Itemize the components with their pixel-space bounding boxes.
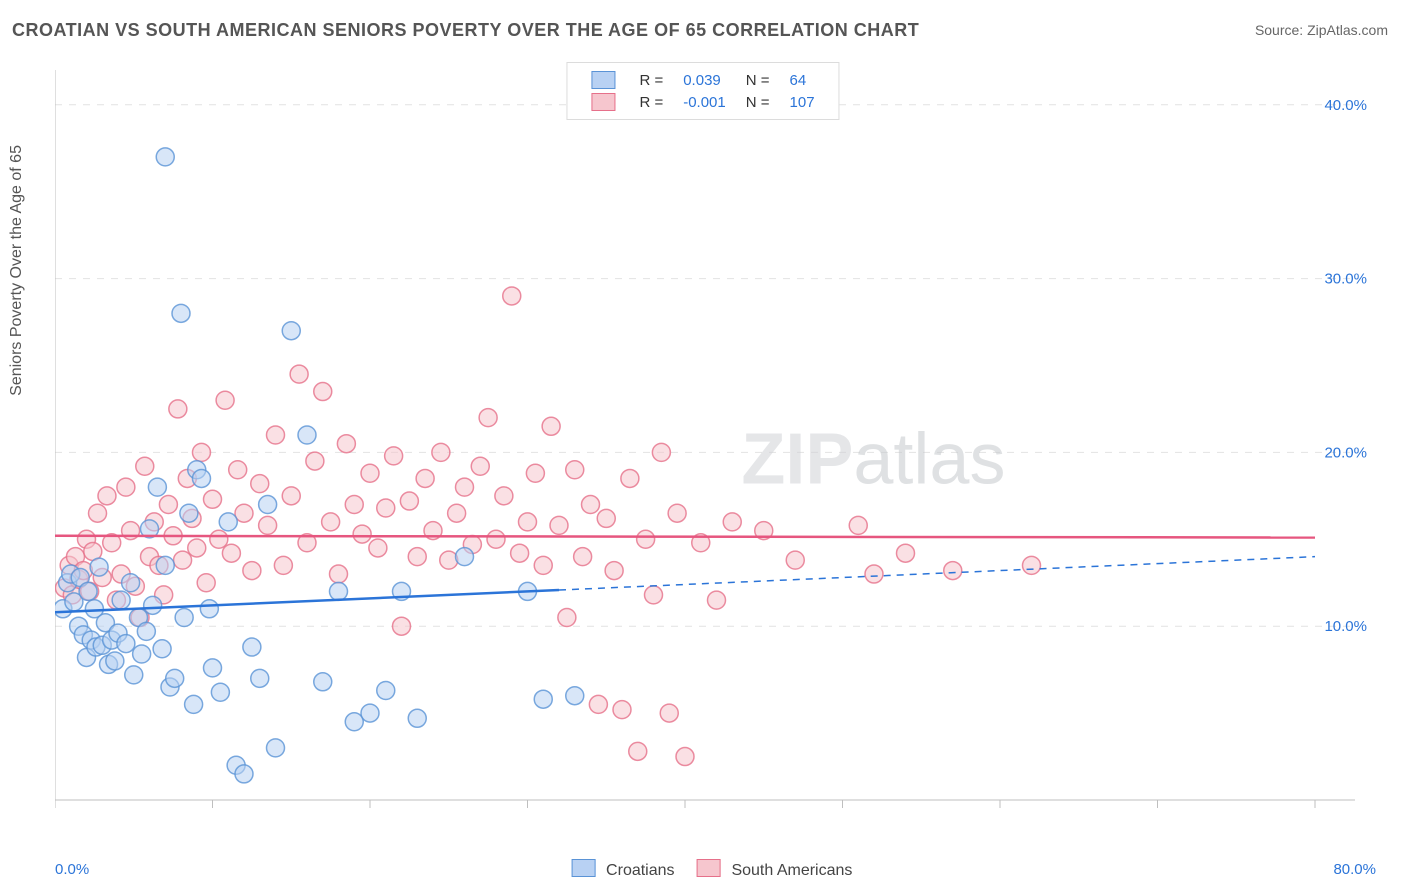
legend-correlation-box: R = 0.039 N = 64 R = -0.001 N = 107: [566, 62, 839, 120]
scatter-svg: 10.0% 20.0% 30.0% 40.0% ZIPatlas: [55, 60, 1375, 830]
x-axis-min-label: 0.0%: [55, 861, 89, 878]
swatch-croatians: [591, 71, 615, 89]
chart-container: { "title":"CROATIAN VS SOUTH AMERICAN SE…: [0, 0, 1406, 892]
r-value-south-americans: -0.001: [673, 91, 736, 113]
series-label-south-americans: South Americans: [731, 862, 852, 879]
r-value-croatians: 0.039: [673, 69, 736, 91]
series-label-croatians: Croatians: [606, 862, 674, 879]
n-value-croatians: 64: [780, 69, 825, 91]
r-label: R =: [639, 94, 663, 111]
svg-text:10.0%: 10.0%: [1324, 618, 1367, 635]
svg-text:40.0%: 40.0%: [1324, 97, 1367, 114]
r-label: R =: [639, 72, 663, 89]
chart-title: CROATIAN VS SOUTH AMERICAN SENIORS POVER…: [12, 20, 919, 41]
legend-row-south-americans: R = -0.001 N = 107: [581, 91, 824, 113]
svg-text:20.0%: 20.0%: [1324, 444, 1367, 461]
swatch-south-americans: [591, 93, 615, 111]
svg-text:30.0%: 30.0%: [1324, 271, 1367, 288]
source-name: ZipAtlas.com: [1307, 22, 1388, 38]
n-value-south-americans: 107: [780, 91, 825, 113]
swatch-south-americans-bottom: [697, 859, 721, 877]
n-label: N =: [746, 94, 770, 111]
source-label: Source:: [1255, 22, 1303, 38]
swatch-croatians-bottom: [572, 859, 596, 877]
y-axis-label: Seniors Poverty Over the Age of 65: [8, 145, 26, 396]
source-attribution: Source: ZipAtlas.com: [1255, 22, 1388, 38]
legend-row-croatians: R = 0.039 N = 64: [581, 69, 824, 91]
x-axis-max-label: 80.0%: [1333, 861, 1376, 878]
legend-series: Croatians South Americans: [554, 859, 853, 880]
n-label: N =: [746, 72, 770, 89]
plot-area: 10.0% 20.0% 30.0% 40.0% ZIPatlas: [55, 60, 1375, 830]
svg-text:ZIPatlas: ZIPatlas: [741, 420, 1005, 500]
